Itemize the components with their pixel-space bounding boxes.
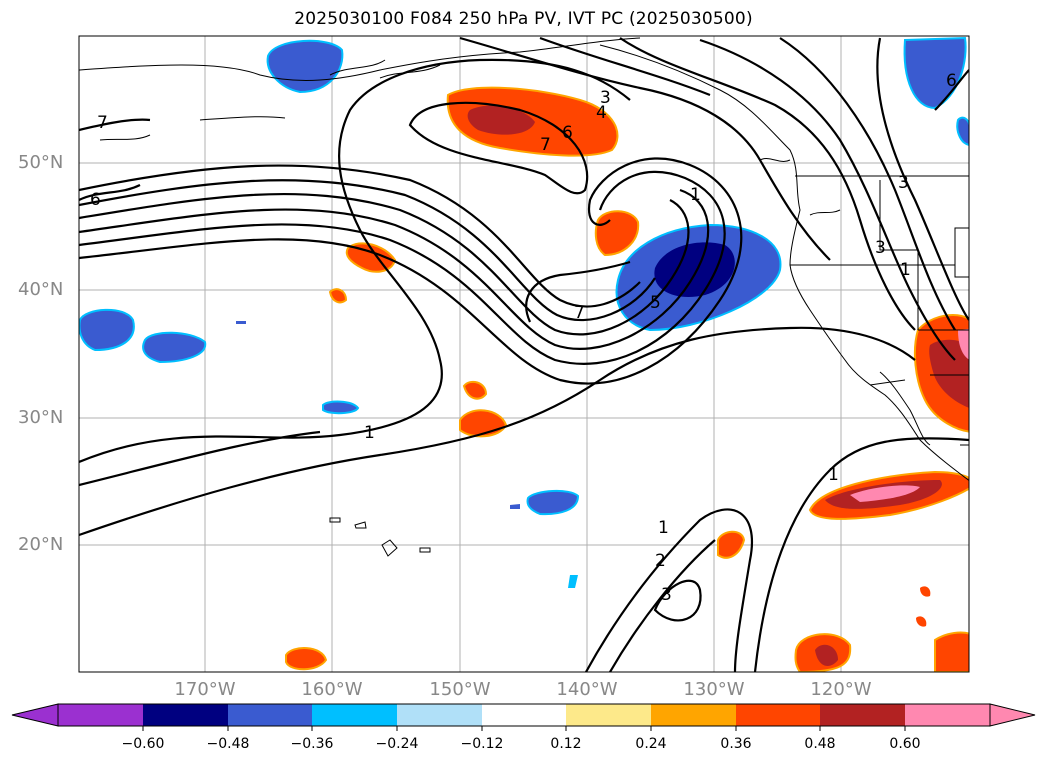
contour-label: 5 — [650, 293, 661, 313]
contour-label: 1 — [690, 185, 701, 205]
lon-label: 130°W — [683, 679, 745, 700]
map-frame — [78, 35, 970, 673]
contour-label: 3 — [600, 88, 611, 108]
lon-label: 170°W — [174, 679, 236, 700]
lat-label: 40°N — [18, 279, 64, 300]
colorbar-tick-label: −0.48 — [206, 736, 250, 752]
lon-label: 140°W — [556, 679, 618, 700]
contour-label: 1 — [364, 423, 375, 443]
contour-label: 2 — [655, 551, 666, 571]
borders — [790, 175, 969, 446]
coastlines — [79, 37, 969, 557]
lon-label: 150°W — [429, 679, 491, 700]
colorbar-extend-low — [11, 703, 59, 727]
colorbar-tick-label: 0.12 — [550, 736, 582, 752]
contour-label: 1 — [658, 518, 669, 538]
colorbar-tick-label: 0.60 — [889, 736, 921, 752]
colorbar-tick-label: −0.36 — [290, 736, 334, 752]
colorbar-tick-label: 0.24 — [635, 736, 667, 752]
lat-label: 20°N — [18, 534, 64, 555]
colorbar-tick-label: −0.12 — [460, 736, 504, 752]
contour-label: 6 — [946, 71, 957, 91]
positive-anomalies — [285, 86, 969, 672]
colorbar-tick-label: −0.60 — [121, 736, 165, 752]
contour-label: 1 — [828, 465, 839, 485]
contour-label: 7 — [540, 135, 551, 155]
negative-anomalies — [79, 36, 969, 588]
colorbar-tick-label: 0.48 — [804, 736, 836, 752]
lon-label: 120°W — [810, 679, 872, 700]
contour-labels: 7 6 3 4 6 7 1 7 5 1 1 2 3 1 3 3 1 6 — [90, 71, 957, 605]
contour-label: 6 — [90, 190, 101, 210]
contours — [79, 36, 969, 672]
lat-label: 50°N — [18, 152, 64, 173]
contour-label: 3 — [875, 238, 886, 258]
contour-label: 3 — [898, 173, 909, 193]
contour-label: 1 — [900, 260, 911, 280]
contour-label: 7 — [574, 303, 585, 323]
colorbar — [11, 703, 1036, 731]
contour-label: 7 — [97, 113, 108, 133]
map-title: 2025030100 F084 250 hPa PV, IVT PC (2025… — [294, 9, 753, 29]
colorbar-tick-label: −0.24 — [375, 736, 419, 752]
contour-label: 6 — [562, 123, 573, 143]
lat-label: 30°N — [18, 407, 64, 428]
colorbar-tick-label: 0.36 — [720, 736, 752, 752]
contour-label: 3 — [661, 585, 672, 605]
contour-label: 4 — [596, 103, 607, 123]
colorbar-extend-high — [989, 703, 1036, 727]
lon-label: 160°W — [301, 679, 363, 700]
